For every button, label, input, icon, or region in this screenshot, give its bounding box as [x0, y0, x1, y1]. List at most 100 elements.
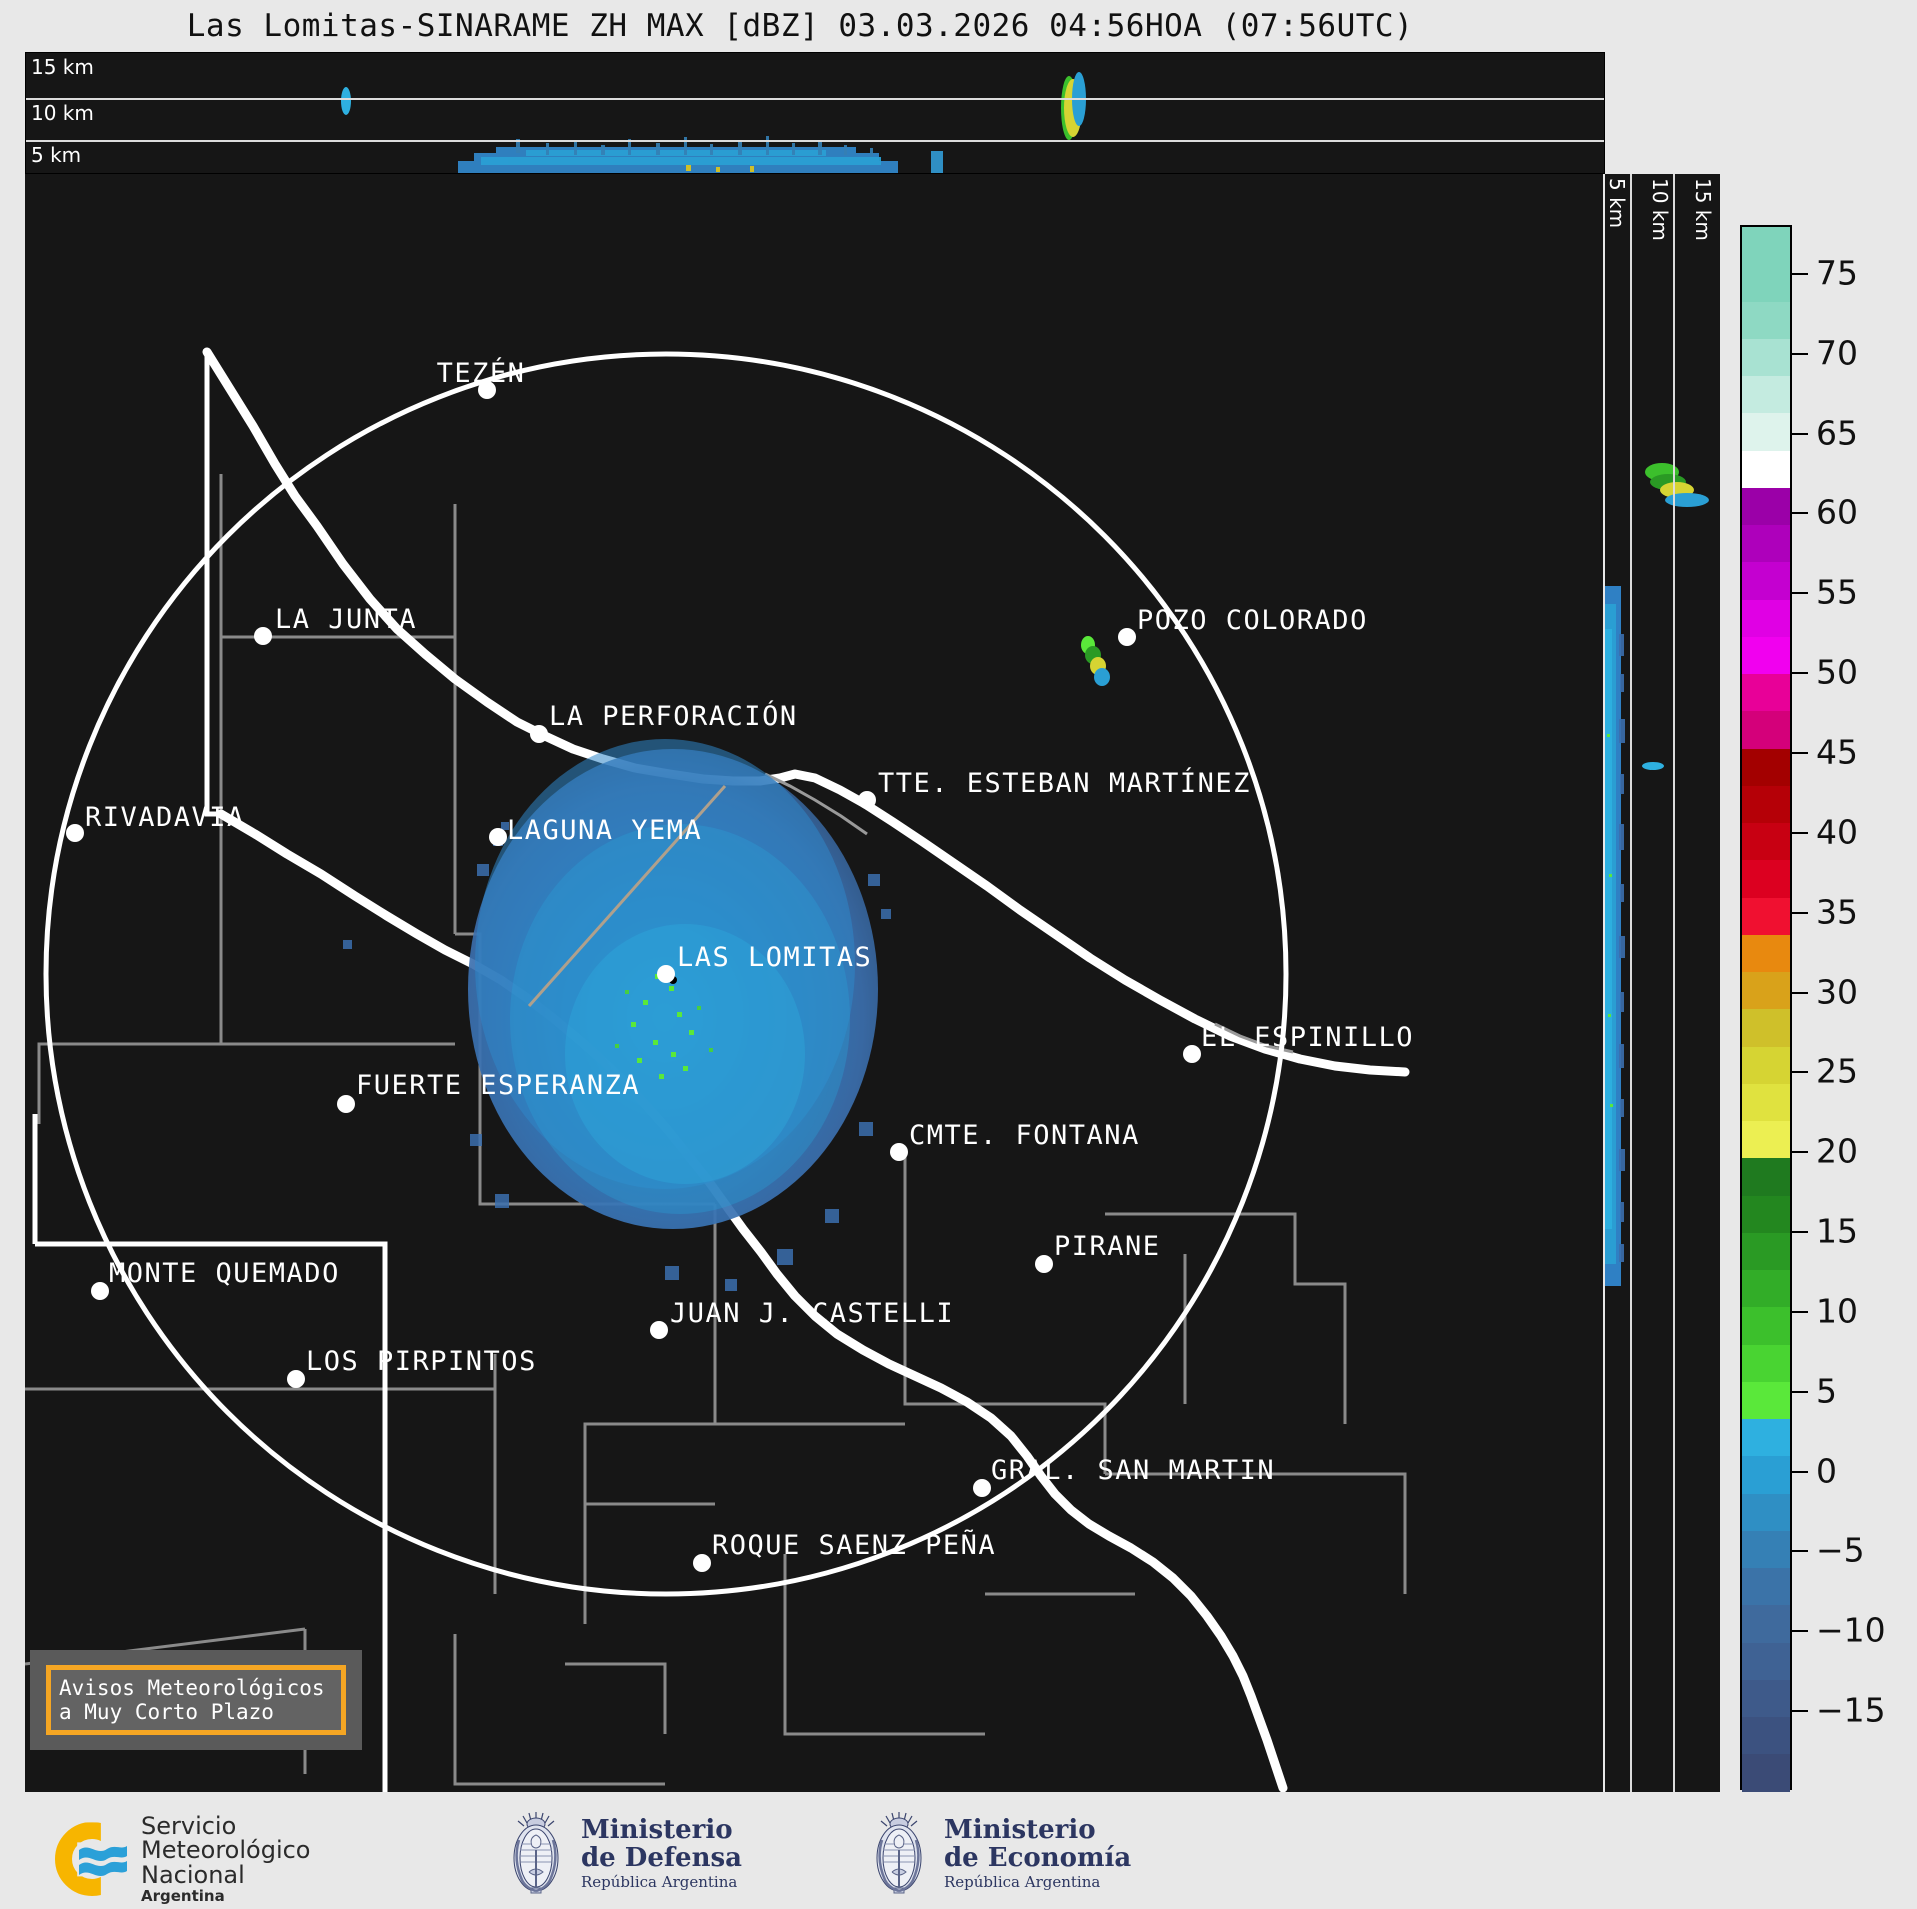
colorbar-tick-label: 60: [1816, 492, 1858, 532]
colorbar-tick-label: −10: [1816, 1610, 1886, 1650]
city-label: GRAL. SAN MARTIN: [991, 1455, 1275, 1486]
city-marker[interactable]: RIVADAVIA: [66, 802, 245, 842]
city-dot[interactable]: [1035, 1255, 1053, 1273]
city-marker[interactable]: MONTE QUEMADO: [91, 1258, 340, 1300]
colorbar-band: [1742, 562, 1790, 600]
colorbar-tick: [1792, 1550, 1808, 1553]
colorbar-band: [1742, 450, 1790, 488]
city-dot[interactable]: [973, 1479, 991, 1497]
city-dot[interactable]: [650, 1321, 668, 1339]
colorbar-tick: [1792, 672, 1808, 675]
argentina-coat-of-arms-icon: [513, 1812, 559, 1894]
city-layer: TEZÉN LA JUNTA LA PERFORACIÓN RIVADAVIA LAGU…: [66, 357, 1414, 1572]
smn-line-3: Nacional: [141, 1860, 245, 1889]
city-label: CMTE. FONTANA: [909, 1120, 1140, 1151]
city-dot[interactable]: [91, 1282, 109, 1300]
top-panel-label-5km: 5 km: [31, 143, 82, 167]
colorbar-tick-label: 45: [1816, 732, 1858, 772]
city-marker[interactable]: LOS PIRPINTOS: [287, 1346, 537, 1388]
colorbar-band: [1742, 1083, 1790, 1121]
colorbar-tick: [1792, 911, 1808, 914]
colorbar-band: [1742, 636, 1790, 674]
city-marker[interactable]: TEZÉN: [437, 357, 526, 399]
city-dot[interactable]: [657, 965, 675, 983]
colorbar-tick-label: 55: [1816, 572, 1858, 612]
city-marker[interactable]: LAGUNA YEMA: [489, 815, 702, 846]
city-dot[interactable]: [530, 725, 548, 743]
city-label: PIRANE: [1054, 1231, 1161, 1262]
height-gridline-5km-vertical: [1630, 174, 1632, 1792]
city-dot[interactable]: [66, 824, 84, 842]
city-dot[interactable]: [1183, 1045, 1201, 1063]
colorbar-band: [1742, 972, 1790, 1010]
city-marker[interactable]: LAS LOMITAS: [657, 942, 872, 983]
right-cross-section-panel: 5 km 10 km 15 km: [1605, 174, 1720, 1792]
city-label: JUAN J. CASTELLI: [670, 1298, 954, 1329]
city-dot[interactable]: [858, 791, 876, 809]
city-marker[interactable]: LA PERFORACIÓN: [530, 700, 798, 743]
avisos-line-2: a Muy Corto Plazo: [59, 1700, 274, 1724]
colorbar-tick: [1792, 1071, 1808, 1074]
city-marker[interactable]: CMTE. FONTANA: [890, 1120, 1140, 1161]
city-label: FUERTE ESPERANZA: [356, 1070, 640, 1101]
colorbar-tick: [1792, 991, 1808, 994]
colorbar-tick-label: −5: [1816, 1530, 1865, 1570]
defensa-line-2: de Defensa: [581, 1842, 742, 1873]
city-label: POZO COLORADO: [1137, 605, 1368, 636]
city-marker[interactable]: JUAN J. CASTELLI: [650, 1298, 954, 1339]
city-label: MONTE QUEMADO: [109, 1258, 340, 1289]
smn-line-4: Argentina: [141, 1887, 225, 1906]
colorbar-band: [1742, 487, 1790, 525]
city-label: LAGUNA YEMA: [507, 815, 702, 846]
colorbar-tick: [1792, 1310, 1808, 1313]
colorbar-band: [1742, 227, 1790, 265]
city-dot[interactable]: [890, 1143, 908, 1161]
logo-ministerio-economia: Ministerio de Economía República Argenti…: [868, 1810, 1131, 1898]
colorbar-band: [1742, 748, 1790, 786]
colorbar-band: [1742, 1009, 1790, 1047]
colorbar-tick-label: 75: [1816, 253, 1858, 293]
city-marker[interactable]: GRAL. SAN MARTIN: [973, 1455, 1275, 1497]
city-marker[interactable]: EL ESPINILLO: [1183, 1022, 1414, 1063]
colorbar-band: [1742, 934, 1790, 972]
colorbar-tick: [1792, 272, 1808, 275]
city-dot[interactable]: [478, 381, 496, 399]
right-panel-label-15km: 15 km: [1691, 178, 1715, 241]
colorbar-tick: [1792, 1470, 1808, 1473]
smn-wave-icon: [79, 1846, 127, 1877]
city-label: TTE. ESTEBAN MARTÍNEZ: [878, 767, 1251, 799]
city-dot[interactable]: [254, 627, 272, 645]
colorbar-band: [1742, 1307, 1790, 1345]
radar-range-ring-outer: [43, 351, 1289, 1597]
city-label: TEZÉN: [437, 357, 526, 389]
top-panel-label-10km: 10 km: [31, 101, 94, 125]
colorbar-band: [1742, 1456, 1790, 1494]
city-label: LA PERFORACIÓN: [549, 700, 798, 732]
city-dot[interactable]: [489, 828, 507, 846]
city-label: LOS PIRPINTOS: [306, 1346, 537, 1377]
city-label: EL ESPINILLO: [1201, 1022, 1414, 1053]
colorbar-band: [1742, 1717, 1790, 1755]
city-marker[interactable]: POZO COLORADO: [1118, 605, 1368, 646]
city-label: LAS LOMITAS: [677, 942, 872, 973]
city-marker[interactable]: FUERTE ESPERANZA: [337, 1070, 640, 1113]
colorbar-band: [1742, 264, 1790, 302]
city-dot[interactable]: [337, 1095, 355, 1113]
city-dot[interactable]: [287, 1370, 305, 1388]
city-marker[interactable]: LA JUNTA: [254, 604, 417, 645]
avisos-badge[interactable]: Avisos Meteorológicos a Muy Corto Plazo: [30, 1650, 362, 1750]
city-label: ROQUE SAENZ PEÑA: [712, 1529, 996, 1561]
city-dot[interactable]: [693, 1554, 711, 1572]
city-marker[interactable]: ROQUE SAENZ PEÑA: [693, 1529, 996, 1572]
avisos-line-1: Avisos Meteorológicos: [59, 1675, 325, 1700]
smn-line-2: Meteorológico: [141, 1836, 311, 1865]
economia-logo-text: Ministerio de Economía República Argenti…: [944, 1817, 1131, 1890]
right-panel-label-10km: 10 km: [1648, 178, 1672, 241]
radar-map[interactable]: TEZÉN LA JUNTA LA PERFORACIÓN RIVADAVIA LAGU…: [25, 174, 1603, 1792]
city-dot[interactable]: [1118, 628, 1136, 646]
colorbar-band: [1742, 1158, 1790, 1196]
top-cross-section-panel: 15 km 10 km 5 km: [25, 52, 1605, 174]
city-marker[interactable]: PIRANE: [1035, 1231, 1161, 1273]
city-marker[interactable]: TTE. ESTEBAN MARTÍNEZ: [858, 767, 1251, 809]
colorbar-band: [1742, 785, 1790, 823]
